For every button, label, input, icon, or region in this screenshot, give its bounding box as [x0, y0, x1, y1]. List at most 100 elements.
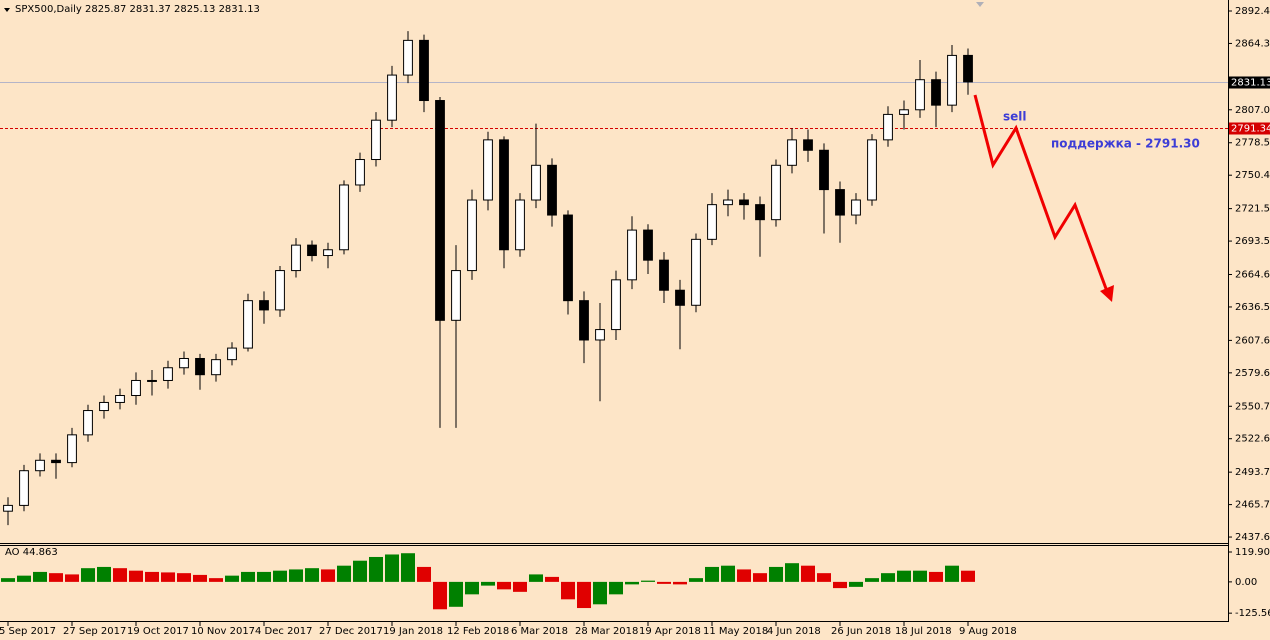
ao-bar — [369, 556, 383, 582]
candle-body — [707, 204, 717, 240]
candle-body — [451, 270, 461, 321]
ao-bar — [737, 569, 751, 582]
candle-body — [467, 199, 477, 272]
candle-body — [867, 139, 877, 201]
y-tick-label: 2579.60 — [1235, 368, 1270, 379]
candle-body — [627, 229, 637, 281]
x-tick-label: 18 Jul 2018 — [895, 626, 952, 637]
ao-bar — [849, 581, 863, 587]
candle-body — [691, 238, 701, 306]
candle-body — [3, 504, 13, 512]
y-tick-label: 2721.55 — [1235, 204, 1270, 215]
ao-bar — [625, 581, 639, 585]
candle-body — [339, 184, 349, 251]
ao-bar — [577, 581, 591, 609]
ao-bar — [113, 568, 127, 582]
ao-bar — [385, 554, 399, 582]
annotation: sell — [1003, 110, 1027, 124]
price-label-box — [1229, 122, 1270, 135]
price-label-box — [1229, 76, 1270, 89]
candle-body — [915, 79, 925, 111]
ao-bar — [337, 565, 351, 582]
candle-body — [819, 149, 829, 191]
x-tick-label: 11 May 2018 — [703, 626, 768, 637]
candle-body — [163, 367, 173, 381]
ao-bar — [465, 581, 479, 595]
candle-body — [211, 359, 221, 376]
candle-body — [387, 74, 397, 121]
ao-bar — [769, 566, 783, 582]
y-tick-label: 2892.40 — [1235, 6, 1270, 17]
ao-bar — [97, 566, 111, 582]
candle-body — [179, 357, 189, 369]
ao-bar — [481, 581, 495, 586]
candle-body — [803, 139, 813, 151]
y-tick-label: 2807.00 — [1235, 105, 1270, 116]
ao-bar — [321, 569, 335, 582]
x-tick-label: 4 Dec 2017 — [255, 626, 313, 637]
candle-body — [947, 54, 957, 106]
ao-bar — [129, 570, 143, 582]
shift-marker — [976, 2, 984, 7]
x-tick-label: 4 Jun 2018 — [767, 626, 821, 637]
candle-body — [67, 434, 77, 464]
candle-body — [611, 279, 621, 331]
x-tick-label: 19 Oct 2017 — [127, 626, 189, 637]
candle-body — [291, 244, 301, 272]
candle-body — [787, 139, 797, 166]
candle-body — [275, 270, 285, 311]
candle-body — [243, 300, 253, 349]
candle-body — [531, 164, 541, 201]
y-tick-label: 2493.75 — [1235, 467, 1270, 478]
ao-bar — [161, 572, 175, 582]
y-tick-label: 2550.70 — [1235, 401, 1270, 412]
y-tick-label: 2693.50 — [1235, 236, 1270, 247]
candle-body — [83, 410, 93, 436]
ao-bar — [545, 576, 559, 582]
y-tick-label: 2864.35 — [1235, 38, 1270, 49]
ao-bar — [353, 560, 367, 582]
candle-body — [99, 401, 109, 412]
ao-bar — [881, 573, 895, 582]
ao-bar — [801, 565, 815, 582]
forecast-arrow — [973, 94, 1110, 295]
price-label: 2831.13 — [1231, 78, 1270, 89]
candle-body — [675, 289, 685, 306]
ao-bar — [289, 569, 303, 582]
price-label: 2791.34 — [1231, 124, 1270, 135]
ao-bar — [497, 581, 511, 590]
ao-bar — [705, 566, 719, 582]
ao-bar — [865, 578, 879, 582]
x-tick-label: 6 Mar 2018 — [511, 626, 568, 637]
candle-body — [739, 199, 749, 206]
x-tick-label: 27 Dec 2017 — [319, 626, 383, 637]
ao-bar — [193, 574, 207, 582]
ao-bar — [641, 580, 655, 582]
candle-body — [323, 249, 333, 257]
ao-bar — [929, 571, 943, 582]
ao-bar — [529, 574, 543, 582]
candle-body — [963, 54, 973, 83]
ao-bar — [1, 578, 15, 582]
ao-bar — [177, 573, 191, 582]
x-tick-label: 9 Aug 2018 — [959, 626, 1017, 637]
candle-body — [835, 189, 845, 216]
candle-body — [899, 109, 909, 115]
x-tick-label: 19 Jan 2018 — [383, 626, 443, 637]
x-tick-label: 19 Apr 2018 — [639, 626, 701, 637]
ao-bar — [609, 581, 623, 595]
candle-body — [307, 244, 317, 257]
candle-body — [547, 164, 557, 216]
candle-body — [147, 379, 157, 382]
candle-body — [643, 229, 653, 261]
chart-title: SPX500,Daily 2825.87 2831.37 2825.13 283… — [15, 4, 260, 15]
ao-bar — [561, 581, 575, 600]
menu-icon[interactable] — [4, 8, 10, 12]
arrow-head — [1100, 285, 1114, 302]
ao-bar — [65, 574, 79, 582]
y-tick-label: 119.90 — [1235, 547, 1270, 558]
candle-body — [883, 113, 893, 141]
ao-bar — [417, 566, 431, 582]
candle-body — [259, 300, 269, 311]
